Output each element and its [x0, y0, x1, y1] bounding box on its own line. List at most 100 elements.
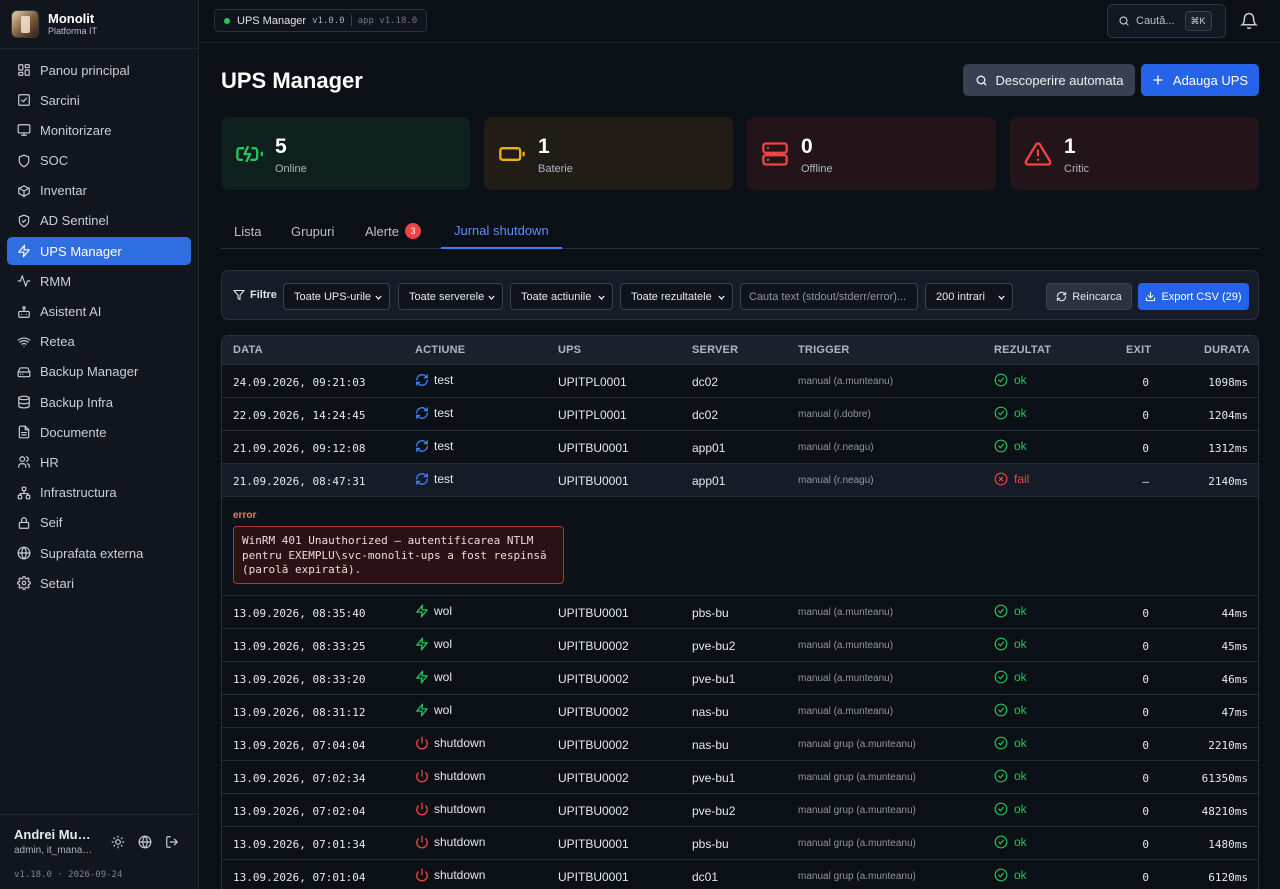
tab-grupuri[interactable]: Grupuri	[278, 213, 347, 249]
refresh-icon	[416, 407, 428, 419]
col-ups[interactable]: UPS	[558, 344, 582, 356]
col-action[interactable]: ACTIUNE	[415, 344, 466, 356]
sun-icon[interactable]	[111, 835, 125, 849]
sidebar-item-asistent-ai[interactable]: Asistent AI	[7, 298, 191, 326]
ups-filter-select[interactable]: Toate UPS-urile	[283, 283, 390, 310]
globe-icon	[17, 546, 31, 560]
col-trigger[interactable]: TRIGGER	[798, 344, 850, 356]
network-icon	[17, 486, 31, 500]
col-server[interactable]: SERVER	[692, 344, 739, 356]
row-server: app01	[692, 441, 726, 455]
stat-critical-label: Critic	[1064, 163, 1090, 175]
tab-alerte[interactable]: Alerte 3	[352, 213, 434, 249]
row-date: 21.09.2026, 09:12:08	[233, 442, 366, 455]
row-ups: UPITBU0002	[558, 672, 629, 686]
table-row[interactable]: 13.09.2026, 07:02:34 shutdown UPITBU0002 pv…	[222, 761, 1258, 794]
col-duration[interactable]: DURATA	[1204, 344, 1251, 356]
sidebar-item-seif[interactable]: Seif	[7, 509, 191, 537]
sidebar-item-documente[interactable]: Documente	[7, 418, 191, 446]
globe-icon[interactable]	[138, 835, 152, 849]
bot-icon	[18, 305, 30, 318]
row-action-label: wol	[434, 670, 453, 684]
sidebar-item-ad-sentinel[interactable]: AD Sentinel	[7, 207, 191, 235]
shield-icon	[18, 154, 30, 167]
table-row[interactable]: 13.09.2026, 08:33:20 wol UPITBU0002 pve-bu1…	[222, 662, 1258, 695]
export-csv-button[interactable]: Export CSV (29)	[1138, 283, 1249, 310]
sidebar-item-backup-manager[interactable]: Backup Manager	[7, 358, 191, 386]
error-message: WinRM 401 Unauthorized — autentificarea …	[233, 526, 564, 584]
user-name: Andrei Munteanu	[14, 827, 96, 842]
table-row[interactable]: 22.09.2026, 14:24:45 test UPITPL0001 dc02 ma…	[222, 398, 1258, 431]
row-server: dc02	[692, 375, 719, 389]
add-ups-button[interactable]: Adauga UPS	[1141, 64, 1259, 96]
sidebar-item-soc[interactable]: SOC	[7, 147, 191, 175]
tab-lista[interactable]: Lista	[221, 213, 274, 249]
logout-icon[interactable]	[165, 835, 179, 849]
sidebar-item-setari[interactable]: Setari	[7, 569, 191, 597]
auto-discover-button[interactable]: Descoperire automata	[963, 64, 1135, 96]
row-action-label: test	[434, 373, 454, 387]
sidebar-item-hr[interactable]: HR	[7, 448, 191, 476]
action-filter-value: Toate actiunile	[521, 290, 592, 303]
table-row[interactable]: 21.09.2026, 08:47:31 test UPITBU0001 app01 m…	[222, 464, 1258, 497]
reload-button[interactable]: Reincarca	[1046, 283, 1132, 310]
sidebar-item-panou-principal[interactable]: Panou principal	[7, 56, 191, 84]
row-action: test	[415, 373, 453, 387]
row-ups: UPITBU0002	[558, 771, 629, 785]
x-circle-icon	[994, 472, 1008, 486]
col-exit[interactable]: EXIT	[1126, 344, 1152, 356]
action-filter-select[interactable]: Toate actiunile	[510, 283, 613, 310]
sidebar-item-inventar[interactable]: Inventar	[7, 177, 191, 205]
row-server: pve-bu2	[692, 639, 736, 653]
row-result: ok	[994, 802, 1027, 816]
table-row[interactable]: 21.09.2026, 09:12:08 test UPITBU0001 app01 m…	[222, 431, 1258, 464]
refresh-icon	[1057, 291, 1067, 302]
sidebar-item-infrastructura[interactable]: Infrastructura	[7, 479, 191, 507]
result-filter-select[interactable]: Toate rezultatele	[620, 283, 733, 310]
table-row[interactable]: 13.09.2026, 08:31:12 wol UPITBU0002 nas-bu m…	[222, 695, 1258, 728]
text-search-input[interactable]	[740, 283, 918, 310]
brand[interactable]: Monolit Platforma IT	[0, 0, 198, 49]
row-server: app01	[692, 474, 726, 488]
table-row[interactable]: 13.09.2026, 07:02:04 shutdown UPITBU0002 pv…	[222, 794, 1258, 827]
row-result-label: ok	[1014, 637, 1027, 651]
row-action: wol	[415, 637, 452, 651]
bell-icon[interactable]	[1240, 12, 1258, 30]
sidebar-item-retea[interactable]: Retea	[7, 328, 191, 356]
row-result-label: ok	[1014, 604, 1027, 618]
sidebar-item-label: RMM	[40, 273, 72, 289]
row-action-label: test	[434, 472, 454, 486]
table-row[interactable]: 24.09.2026, 09:21:03 test UPITPL0001 dc02 ma…	[222, 365, 1258, 398]
row-result-label: ok	[1014, 439, 1027, 453]
col-result[interactable]: REZULTAT	[994, 344, 1052, 356]
server-filter-select[interactable]: Toate serverele	[398, 283, 503, 310]
stats-row: 5 Online 1 Baterie 0 Offline 1 Critic	[221, 117, 1259, 190]
battery-charging-icon	[236, 145, 263, 163]
row-server: dc01	[692, 870, 719, 884]
row-result-label: ok	[1014, 736, 1027, 750]
platform-version: app v1.18.0	[357, 15, 418, 26]
limit-select[interactable]: 200 intrari	[925, 283, 1013, 310]
sidebar-item-suprafata-externa[interactable]: Suprafata externa	[7, 539, 191, 567]
table-row[interactable]: 13.09.2026, 07:01:04 shutdown UPITBU0001 dc…	[222, 860, 1258, 889]
sidebar-item-monitorizare[interactable]: Monitorizare	[7, 116, 191, 144]
row-trigger: manual grup (a.munteanu)	[798, 805, 916, 816]
brand-subtitle: Platforma IT	[48, 26, 98, 36]
tab-jurnal-shutdown[interactable]: Jurnal shutdown	[441, 213, 562, 249]
col-date[interactable]: DATA	[233, 344, 263, 356]
sidebar-item-rmm[interactable]: RMM	[7, 267, 191, 295]
row-date: 13.09.2026, 08:33:20	[233, 673, 366, 686]
bolt-icon	[416, 604, 428, 618]
table-row[interactable]: 13.09.2026, 08:33:25 wol UPITBU0002 pve-bu2…	[222, 629, 1258, 662]
table-row[interactable]: 13.09.2026, 07:01:34 shutdown UPITBU0001 pb…	[222, 827, 1258, 860]
row-result-label: ok	[1014, 802, 1027, 816]
row-trigger: manual grup (a.munteanu)	[798, 739, 916, 750]
table-row[interactable]: 13.09.2026, 07:04:04 shutdown UPITBU0002 na…	[222, 728, 1258, 761]
table-row[interactable]: 13.09.2026, 08:35:40 wol UPITBU0001 pbs-bu m…	[222, 596, 1258, 629]
shield-check-icon	[18, 214, 30, 228]
sidebar-item-sarcini[interactable]: Sarcini	[7, 86, 191, 114]
sidebar-item-ups-manager[interactable]: UPS Manager	[7, 237, 191, 266]
row-ups: UPITBU0001	[558, 606, 629, 620]
global-search-button[interactable]: Caută... ⌘K	[1107, 4, 1226, 38]
sidebar-item-backup-infra[interactable]: Backup Infra	[7, 388, 191, 416]
